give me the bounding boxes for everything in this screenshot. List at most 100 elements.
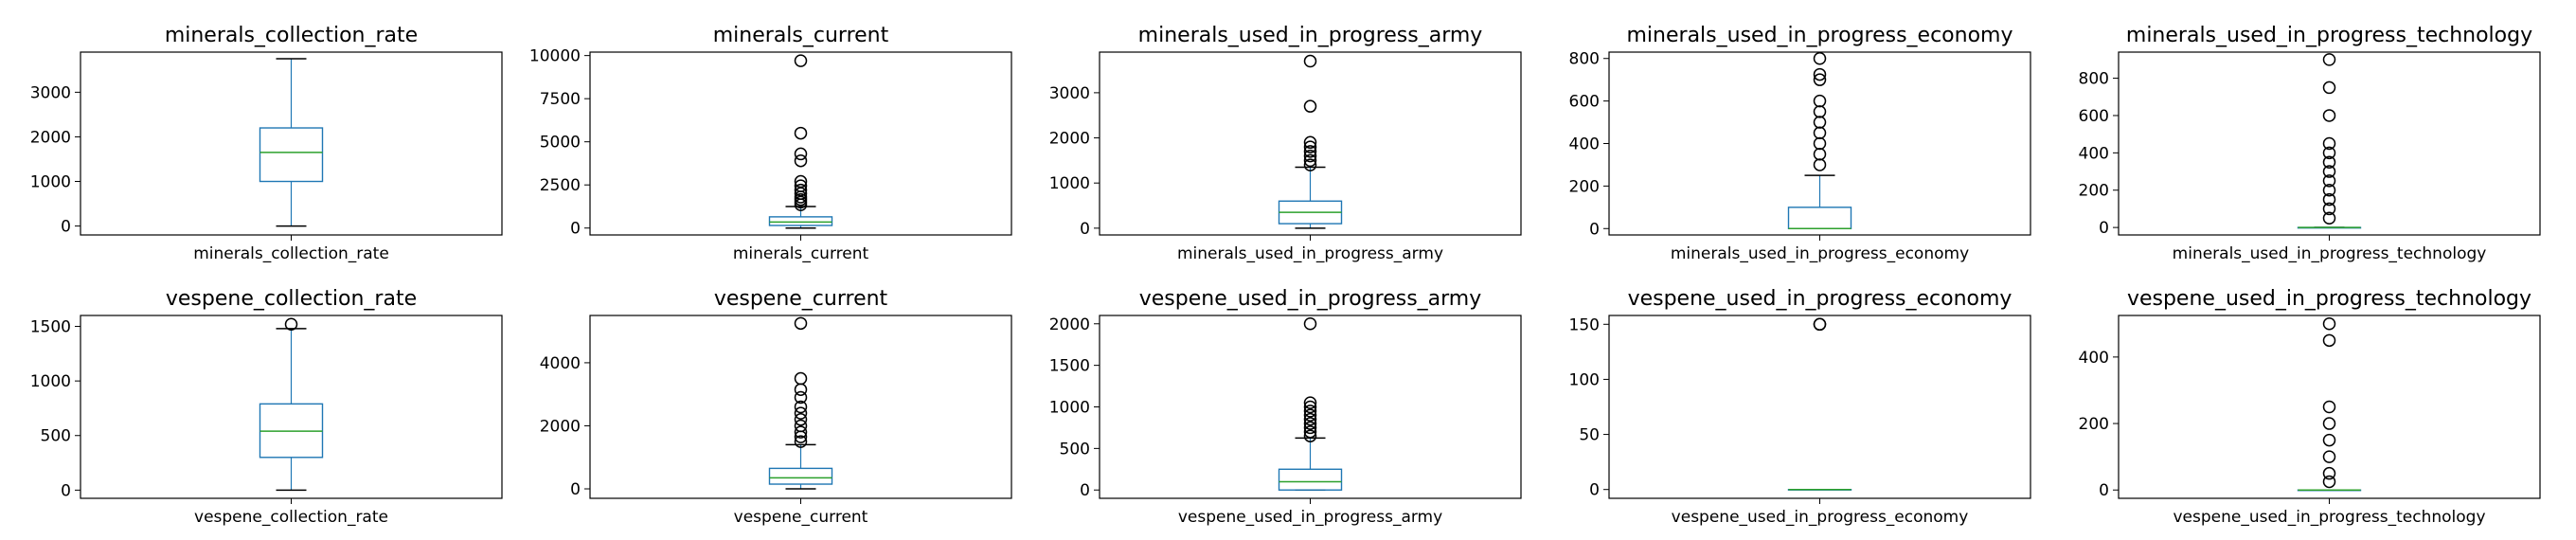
subplot-title: vespene_used_in_progress_economy	[1628, 287, 2012, 311]
y-tick-label: 3000	[30, 83, 71, 102]
subplot-title: vespene_used_in_progress_technology	[2127, 287, 2531, 311]
y-tick-label: 800	[1569, 50, 1600, 69]
x-tick-label: vespene_current	[734, 508, 868, 527]
outlier-point	[2322, 211, 2336, 225]
outlier-point	[1303, 405, 1317, 418]
y-tick-label: 1000	[1049, 174, 1090, 193]
subplot-title: minerals_collection_rate	[165, 24, 418, 47]
x-tick-label: minerals_used_in_progress_technology	[2173, 244, 2487, 263]
y-tick-label: 2000	[30, 128, 71, 147]
subplot-title: vespene_used_in_progress_army	[1139, 287, 1482, 311]
subplot-minerals_collection_rate: minerals_collection_rate 0 1000 2000 3000 min…	[30, 24, 503, 263]
axes-frame	[1608, 315, 2031, 499]
y-tick-label: 600	[2079, 107, 2109, 126]
outlier-point	[794, 179, 808, 192]
outlier-point	[794, 183, 808, 197]
outlier-point	[1303, 153, 1317, 168]
outlier-point	[1813, 105, 1827, 118]
y-tick-label: 1000	[30, 372, 71, 391]
x-tick-label: minerals_collection_rate	[193, 244, 389, 263]
y-tick-label: 5000	[540, 134, 581, 153]
outlier-point	[2322, 202, 2336, 216]
y-tick-label: 200	[2079, 415, 2109, 434]
outlier-point	[1813, 94, 1827, 108]
y-tick-label: 1500	[30, 318, 71, 337]
outlier-point	[1303, 408, 1317, 423]
y-tick-label: 0	[61, 481, 71, 500]
outlier-point	[1303, 54, 1317, 68]
outlier-point	[794, 400, 808, 414]
outlier-point	[1813, 51, 1827, 65]
outlier-point	[1813, 147, 1827, 161]
outlier-point	[1303, 421, 1317, 435]
outlier-point	[794, 419, 808, 433]
outlier-point	[794, 54, 808, 67]
y-tick-label: 400	[2079, 144, 2109, 163]
subplot-minerals_used_in_progress_technology: minerals_used_in_progress_technology 0 200…	[2079, 24, 2541, 263]
iqr-box	[1278, 468, 1343, 491]
iqr-box	[1787, 207, 1852, 229]
outlier-point	[2322, 475, 2336, 489]
x-tick-label: vespene_used_in_progress_army	[1178, 508, 1442, 527]
y-tick-label: 50	[1579, 426, 1600, 445]
axes-frame	[1099, 51, 1522, 236]
axes-frame	[2118, 315, 2541, 499]
outlier-point	[1303, 145, 1317, 158]
outlier-point	[1303, 417, 1317, 430]
outlier-point	[794, 371, 808, 386]
outlier-point	[794, 126, 808, 140]
outlier-point	[1303, 400, 1317, 414]
y-tick-label: 10000	[529, 47, 581, 66]
outlier-point	[1813, 116, 1827, 129]
y-tick-label: 100	[1569, 370, 1600, 389]
outlier-point	[1813, 73, 1827, 86]
y-tick-label: 1000	[1049, 399, 1090, 418]
outlier-point	[1303, 135, 1317, 150]
outlier-point	[1303, 140, 1317, 153]
subplot-minerals_used_in_progress_economy: minerals_used_in_progress_economy 0 200 400…	[1569, 24, 2031, 263]
y-tick-label: 2000	[1049, 315, 1090, 334]
outlier-point	[1813, 136, 1827, 151]
y-tick-label: 0	[1589, 220, 1600, 239]
subplot-title: minerals_used_in_progress_army	[1138, 24, 1483, 47]
axes-frame	[1099, 315, 1522, 499]
y-tick-label: 150	[1569, 315, 1600, 334]
outlier-point	[1303, 396, 1317, 409]
y-tick-label: 2000	[1049, 130, 1090, 149]
subplot-title: minerals_used_in_progress_technology	[2126, 24, 2532, 47]
outlier-point	[2322, 466, 2336, 480]
subplot-title: vespene_current	[714, 287, 888, 311]
subplot-title: vespene_collection_rate	[166, 287, 417, 311]
outlier-point	[1813, 317, 1827, 332]
y-tick-label: 0	[2099, 481, 2109, 500]
outlier-point	[2322, 417, 2336, 430]
y-tick-label: 600	[1569, 93, 1600, 112]
subplot-minerals_used_in_progress_army: minerals_used_in_progress_army 0 1000 2000 3…	[1049, 24, 1522, 263]
y-tick-label: 2500	[540, 176, 581, 195]
outlier-point	[2322, 146, 2336, 160]
outlier-point	[794, 406, 808, 420]
x-tick-label: minerals_used_in_progress_economy	[1671, 244, 1969, 263]
y-tick-label: 500	[1060, 440, 1090, 459]
iqr-box	[259, 127, 324, 183]
subplot-minerals_current: minerals_current 0 2500 5000 7500 10000 minera…	[529, 24, 1012, 263]
outlier-point	[2322, 165, 2336, 178]
axes-frame	[2118, 51, 2541, 236]
y-tick-label: 200	[2079, 182, 2109, 201]
y-tick-label: 200	[1569, 177, 1600, 196]
outlier-point	[2322, 333, 2336, 348]
outlier-point	[2322, 433, 2336, 447]
outlier-point	[1303, 99, 1317, 113]
outlier-point	[2322, 450, 2336, 463]
outlier-point	[2322, 53, 2336, 66]
y-tick-label: 0	[1080, 220, 1090, 239]
outlier-point	[1303, 425, 1317, 439]
y-tick-label: 800	[2079, 70, 2109, 89]
x-tick-label: vespene_used_in_progress_economy	[1672, 508, 1969, 527]
y-tick-label: 1000	[30, 173, 71, 192]
subplot-title: minerals_current	[713, 24, 889, 47]
subplot-vespene_used_in_progress_economy: vespene_used_in_progress_economy 0 50 100 15…	[1569, 287, 2031, 527]
y-tick-label: 0	[2099, 219, 2109, 238]
outlier-point	[794, 147, 808, 161]
